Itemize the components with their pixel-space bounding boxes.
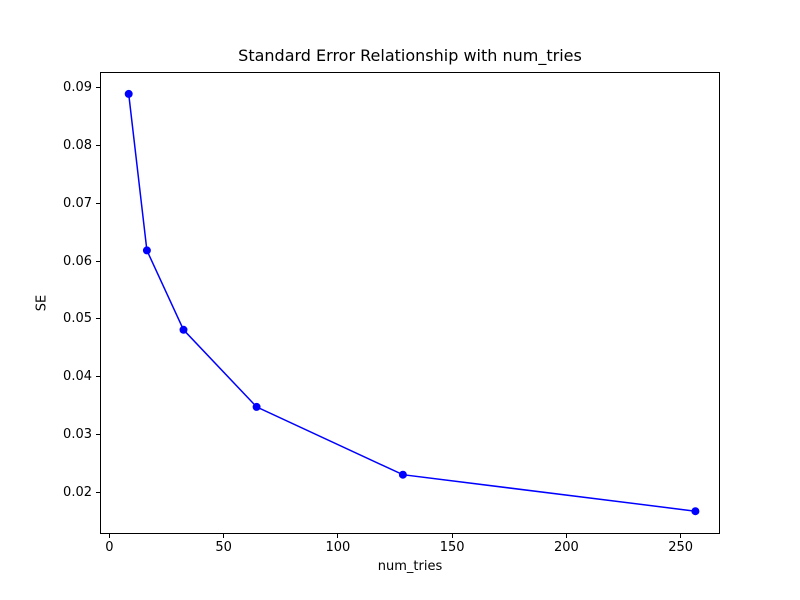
y-tick-mark: [96, 492, 100, 494]
y-tick-mark: [96, 434, 100, 436]
chart-title: Standard Error Relationship with num_tri…: [238, 46, 582, 65]
x-tick-mark: [108, 534, 110, 538]
y-tick-mark: [96, 260, 100, 262]
plot-area: [100, 72, 720, 534]
data-point-marker: [124, 89, 133, 98]
y-tick-label: 0.05: [63, 311, 92, 327]
y-tick-label: 0.04: [63, 369, 92, 385]
data-point-marker: [398, 470, 407, 479]
se-markers: [124, 89, 700, 516]
line-series-svg: [124, 89, 700, 516]
x-tick-mark: [680, 534, 682, 538]
y-tick-mark: [96, 318, 100, 320]
x-tick-mark: [565, 534, 567, 538]
x-tick-label: 150: [439, 540, 465, 555]
x-tick-label: 50: [215, 540, 232, 555]
y-tick-mark: [96, 202, 100, 204]
y-tick-label: 0.03: [63, 427, 92, 443]
y-tick-label: 0.02: [63, 485, 92, 501]
x-axis-label: num_tries: [377, 559, 443, 574]
y-axis-label: SE: [34, 294, 50, 312]
data-point-marker: [179, 325, 188, 334]
x-tick-label: 0: [105, 540, 114, 555]
x-tick-label: 250: [668, 540, 694, 555]
x-tick-mark: [337, 534, 339, 538]
x-tick-label: 100: [325, 540, 351, 555]
x-tick-mark: [451, 534, 453, 538]
y-tick-label: 0.08: [63, 137, 92, 153]
y-tick-mark: [96, 376, 100, 378]
x-tick-mark: [223, 534, 225, 538]
y-tick-label: 0.07: [63, 195, 92, 211]
x-tick-label: 200: [553, 540, 579, 555]
y-tick-mark: [96, 144, 100, 146]
se-line: [127, 93, 696, 512]
y-tick-label: 0.06: [63, 253, 92, 269]
data-point-marker: [691, 507, 700, 516]
data-point-marker: [252, 402, 261, 411]
y-tick-label: 0.09: [63, 79, 92, 95]
y-tick-mark: [96, 86, 100, 88]
data-point-marker: [142, 246, 151, 255]
